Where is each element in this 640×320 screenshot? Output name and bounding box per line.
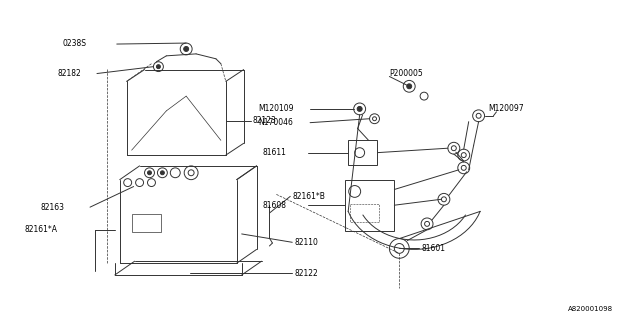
Bar xyxy=(345,180,394,231)
Text: 0238S: 0238S xyxy=(62,39,86,48)
Text: M120097: M120097 xyxy=(488,104,524,113)
Circle shape xyxy=(407,84,412,89)
Text: 82161*A: 82161*A xyxy=(24,225,58,234)
Text: 82123: 82123 xyxy=(253,116,276,125)
Circle shape xyxy=(184,46,189,52)
Text: A820001098: A820001098 xyxy=(568,306,613,312)
Text: 82182: 82182 xyxy=(58,69,81,78)
Text: 82163: 82163 xyxy=(40,203,65,212)
Text: M120109: M120109 xyxy=(259,104,294,113)
Text: P200005: P200005 xyxy=(389,69,423,78)
Circle shape xyxy=(357,107,362,111)
Circle shape xyxy=(161,171,164,175)
Text: 82161*B: 82161*B xyxy=(292,192,325,201)
Circle shape xyxy=(156,65,161,68)
Text: N170046: N170046 xyxy=(259,118,293,127)
Bar xyxy=(349,204,380,222)
Bar xyxy=(132,214,161,232)
Text: 81601: 81601 xyxy=(421,244,445,253)
Text: 81608: 81608 xyxy=(262,201,287,210)
Circle shape xyxy=(147,171,152,175)
Bar xyxy=(348,140,378,165)
Text: 82110: 82110 xyxy=(294,238,318,247)
Text: 82122: 82122 xyxy=(294,268,318,277)
Text: 81611: 81611 xyxy=(262,148,286,157)
